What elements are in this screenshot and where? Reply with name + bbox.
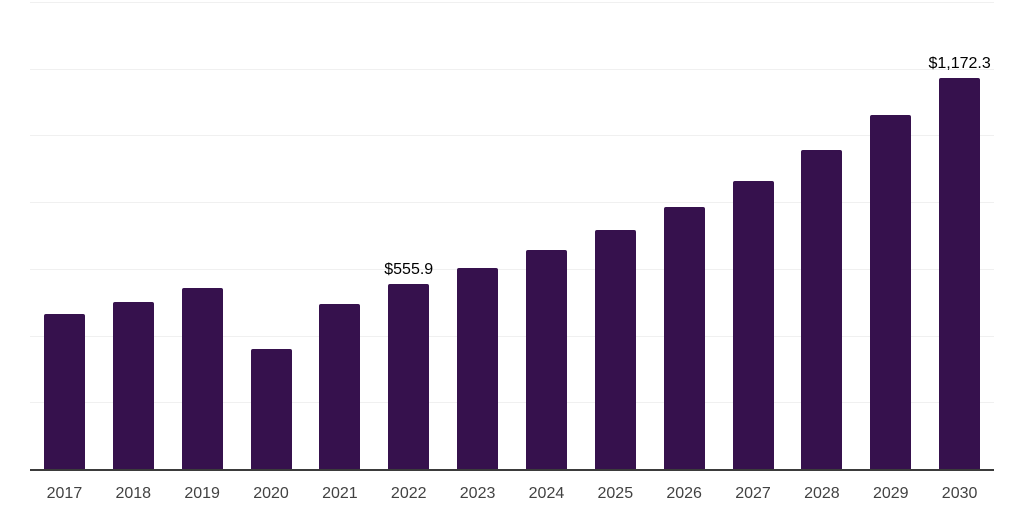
plot-area: $555.9 $1,172.3 — [30, 2, 994, 469]
bar-band-2025 — [581, 2, 650, 469]
x-tick-label-2022: 2022 — [390, 485, 427, 502]
bars-container: $555.9 $1,172.3 — [30, 2, 994, 469]
bar-2027 — [732, 180, 774, 469]
bar-band-2018 — [99, 2, 168, 469]
bar-band-2019 — [168, 2, 237, 469]
x-tick-label-2025: 2025 — [597, 485, 634, 502]
x-tick-label-2018: 2018 — [115, 485, 152, 502]
x-axis-labels: 2017 2018 2019 2020 2021 2022 2023 2024 2025 2026… — [30, 485, 994, 503]
x-tick-label-2017: 2017 — [46, 485, 83, 502]
bar-band-2020 — [237, 2, 306, 469]
gridline — [30, 135, 994, 137]
x-tick-label-2019: 2019 — [184, 485, 220, 502]
bar-2023 — [457, 267, 499, 469]
bar-band-2029 — [856, 2, 925, 469]
bar-band-2022: $555.9 — [374, 2, 443, 469]
x-axis-line — [30, 469, 994, 471]
x-tick-label-2028: 2028 — [804, 485, 840, 502]
bar-2029 — [870, 115, 912, 469]
bar-2030 — [939, 78, 981, 469]
bar-band-2028 — [787, 2, 856, 469]
x-tick-label-2023: 2023 — [459, 485, 496, 502]
gridline — [30, 402, 994, 404]
gridline — [30, 202, 994, 204]
bar-band-2017 — [30, 2, 99, 469]
bar-band-2026 — [650, 2, 719, 469]
bar-2022 — [388, 283, 430, 469]
bar-band-2021 — [305, 2, 374, 469]
bar-2021 — [319, 304, 361, 469]
x-tick-label-2020: 2020 — [253, 485, 289, 502]
bar-2024 — [525, 249, 567, 469]
gridline — [30, 268, 994, 270]
gridline — [30, 335, 994, 337]
bar-band-2027 — [719, 2, 788, 469]
bar-2028 — [801, 150, 843, 469]
gridline — [30, 2, 994, 3]
x-tick-label-2026: 2026 — [666, 485, 702, 502]
x-tick-label-2024: 2024 — [528, 485, 565, 502]
bar-2020 — [250, 348, 292, 469]
bar-value-label-2030: $1,172.3 — [928, 55, 991, 72]
bar-band-2023 — [443, 2, 512, 469]
bar-band-2024 — [512, 2, 581, 469]
bar-2017 — [43, 313, 85, 469]
x-tick-label-2021: 2021 — [322, 485, 358, 502]
bar-2025 — [594, 229, 636, 469]
gridline — [30, 68, 994, 70]
bar-2026 — [663, 206, 705, 469]
bar-band-2030: $1,172.3 — [925, 2, 994, 469]
bar-value-label-2022: $555.9 — [384, 260, 434, 278]
bar-2018 — [112, 302, 154, 469]
x-tick-label-2029: 2029 — [872, 485, 909, 502]
x-tick-label-2030: 2030 — [941, 485, 978, 502]
x-tick-label-2027: 2027 — [735, 485, 771, 502]
bar-2019 — [181, 287, 223, 469]
